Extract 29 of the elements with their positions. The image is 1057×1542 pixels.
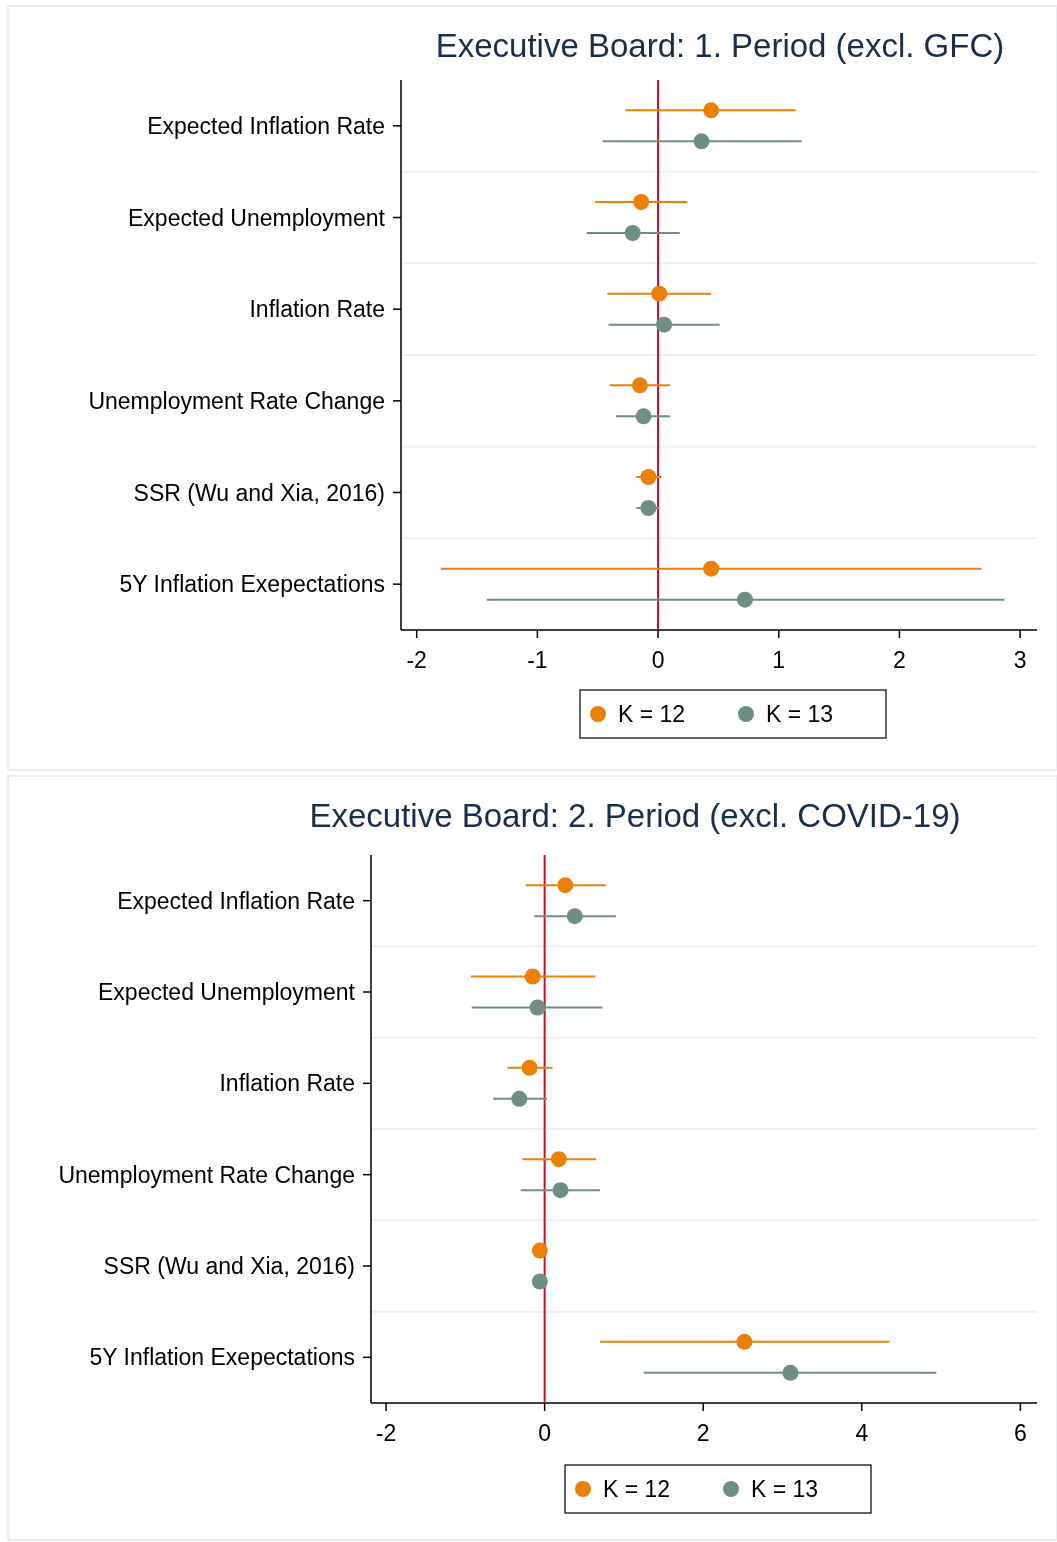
x-tick-label: 2 — [893, 647, 906, 673]
y-tick-label: Expected Inflation Rate — [147, 112, 385, 139]
y-tick-label: Expected Inflation Rate — [117, 887, 355, 914]
y-tick-label: Inflation Rate — [219, 1070, 355, 1097]
x-tick-label: 4 — [855, 1420, 869, 1446]
y-tick-label: Unemployment Rate Change — [58, 1161, 355, 1188]
legend-label: K = 13 — [751, 1476, 819, 1503]
x-tick-label: 1 — [772, 647, 786, 673]
y-tick-label: Inflation Rate — [249, 296, 385, 323]
x-tick-label: 3 — [1013, 647, 1027, 673]
x-tick-label: -2 — [375, 1420, 397, 1446]
legend-label: K = 12 — [603, 1476, 671, 1503]
x-tick-label: 0 — [651, 647, 665, 673]
x-tick-label: 2 — [696, 1420, 710, 1446]
y-tick-label: Expected Unemployment — [98, 979, 356, 1006]
y-tick-label: Unemployment Rate Change — [88, 387, 385, 414]
chart-title: Executive Board: 2. Period (excl. COVID-19) — [309, 797, 961, 834]
chart-title: Executive Board: 1. Period (excl. GFC) — [435, 27, 1005, 64]
y-tick-label: SSR (Wu and Xia, 2016) — [103, 1253, 355, 1280]
legend-label: K = 12 — [618, 701, 686, 728]
y-tick-label: 5Y Inflation Exepectations — [89, 1344, 355, 1371]
y-tick-label: 5Y Inflation Exepectations — [119, 571, 385, 598]
legend-label: K = 13 — [766, 701, 834, 728]
y-tick-label: Expected Unemployment — [128, 204, 386, 231]
x-tick-label: -1 — [527, 647, 548, 673]
x-tick-label: -2 — [406, 647, 427, 673]
x-tick-label: 6 — [1013, 1420, 1027, 1446]
x-tick-label: 0 — [538, 1420, 552, 1446]
y-tick-label: SSR (Wu and Xia, 2016) — [133, 479, 385, 506]
